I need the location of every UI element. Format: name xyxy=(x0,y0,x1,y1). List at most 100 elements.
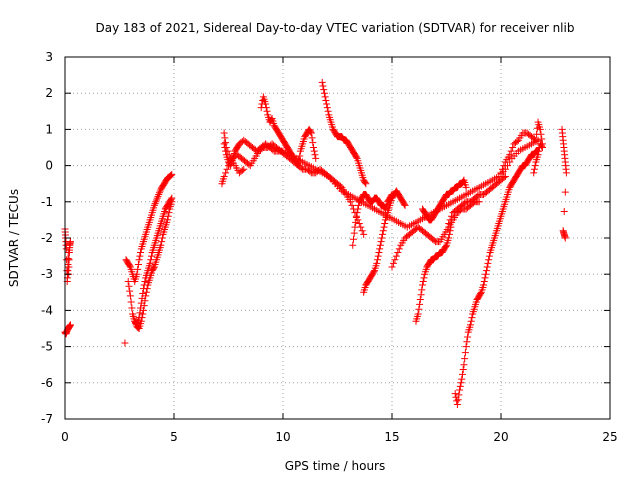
data-point xyxy=(416,296,424,304)
data-point xyxy=(348,201,356,209)
data-point xyxy=(513,137,521,145)
data-point xyxy=(379,230,387,238)
data-point xyxy=(133,270,141,278)
data-point xyxy=(263,107,271,115)
axis-ticks xyxy=(64,56,611,420)
data-point xyxy=(353,209,361,217)
data-point xyxy=(459,177,467,185)
series-arc-15 xyxy=(412,223,455,325)
data-point xyxy=(127,298,135,306)
data-point xyxy=(420,274,428,282)
data-point xyxy=(530,135,538,143)
data-point xyxy=(294,160,302,168)
data-point xyxy=(562,169,570,177)
data-point xyxy=(155,191,163,199)
data-point xyxy=(358,227,366,235)
data-point xyxy=(62,245,70,253)
data-point xyxy=(530,165,538,173)
data-point xyxy=(370,268,378,276)
data-point xyxy=(134,261,142,269)
data-point xyxy=(65,256,73,264)
data-point xyxy=(164,212,172,220)
data-point xyxy=(500,162,508,170)
data-point xyxy=(507,147,515,155)
data-point xyxy=(380,223,388,231)
data-point xyxy=(561,234,569,242)
data-point xyxy=(156,187,164,195)
data-point xyxy=(336,182,344,190)
series-arc-17 xyxy=(451,147,542,409)
data-point xyxy=(320,86,328,94)
data-point xyxy=(222,169,230,177)
data-point xyxy=(141,277,149,285)
data-point xyxy=(451,390,459,398)
data-point xyxy=(222,144,230,151)
data-point xyxy=(538,142,546,150)
data-point xyxy=(224,147,232,155)
data-point xyxy=(125,282,133,290)
data-point xyxy=(323,104,331,112)
series-arc-2 xyxy=(61,321,74,338)
data-point xyxy=(319,82,327,90)
data-point xyxy=(481,274,489,282)
data-point xyxy=(467,317,475,325)
data-point xyxy=(323,100,331,108)
series-arc-3 xyxy=(122,171,176,285)
x-tick-label: 25 xyxy=(602,430,617,444)
data-point xyxy=(374,252,382,260)
data-point xyxy=(445,234,453,242)
data-point xyxy=(483,263,491,271)
y-tick-label: -5 xyxy=(41,340,53,354)
data-point xyxy=(222,139,230,147)
data-point xyxy=(307,128,315,136)
data-point xyxy=(460,361,468,369)
data-point xyxy=(442,242,450,250)
data-point xyxy=(65,263,73,271)
grid-layer xyxy=(65,57,610,419)
x-tick-label: 0 xyxy=(61,430,69,444)
data-point xyxy=(375,248,383,256)
data-point xyxy=(464,333,472,341)
data-point xyxy=(126,292,134,300)
data-point xyxy=(474,192,482,200)
data-point xyxy=(349,241,357,249)
data-point xyxy=(306,168,314,176)
y-tick-label: 2 xyxy=(45,86,53,100)
data-point xyxy=(153,194,161,202)
y-tick-label: -2 xyxy=(41,231,53,245)
data-point xyxy=(462,183,470,191)
x-axis-label: GPS time / hours xyxy=(285,459,386,473)
data-point xyxy=(225,151,233,159)
data-point xyxy=(124,277,132,285)
data-point xyxy=(352,213,360,221)
data-point xyxy=(321,93,329,101)
data-point xyxy=(500,174,508,182)
data-point xyxy=(157,241,165,249)
data-point xyxy=(394,248,402,256)
data-point xyxy=(355,220,363,228)
data-point xyxy=(155,189,163,197)
data-point xyxy=(165,209,173,217)
data-point xyxy=(151,200,159,208)
series-arc-6 xyxy=(121,339,129,347)
data-point xyxy=(318,78,326,86)
y-tick-label: -4 xyxy=(41,303,53,317)
data-point xyxy=(454,396,462,404)
x-tick-label: 10 xyxy=(275,430,290,444)
data-point xyxy=(354,205,362,213)
data-point xyxy=(308,134,316,142)
data-point xyxy=(361,178,369,186)
data-point xyxy=(137,248,145,256)
data-point xyxy=(143,285,151,293)
data-point xyxy=(419,281,427,289)
data-point xyxy=(168,171,176,179)
y-tick-label: 1 xyxy=(45,122,53,136)
data-point xyxy=(509,144,517,151)
x-tick-label: 20 xyxy=(493,430,508,444)
data-point xyxy=(456,382,464,390)
data-point xyxy=(128,304,136,312)
data-point xyxy=(456,386,464,394)
data-point xyxy=(360,230,368,238)
data-point xyxy=(446,216,454,224)
data-point xyxy=(167,171,175,179)
